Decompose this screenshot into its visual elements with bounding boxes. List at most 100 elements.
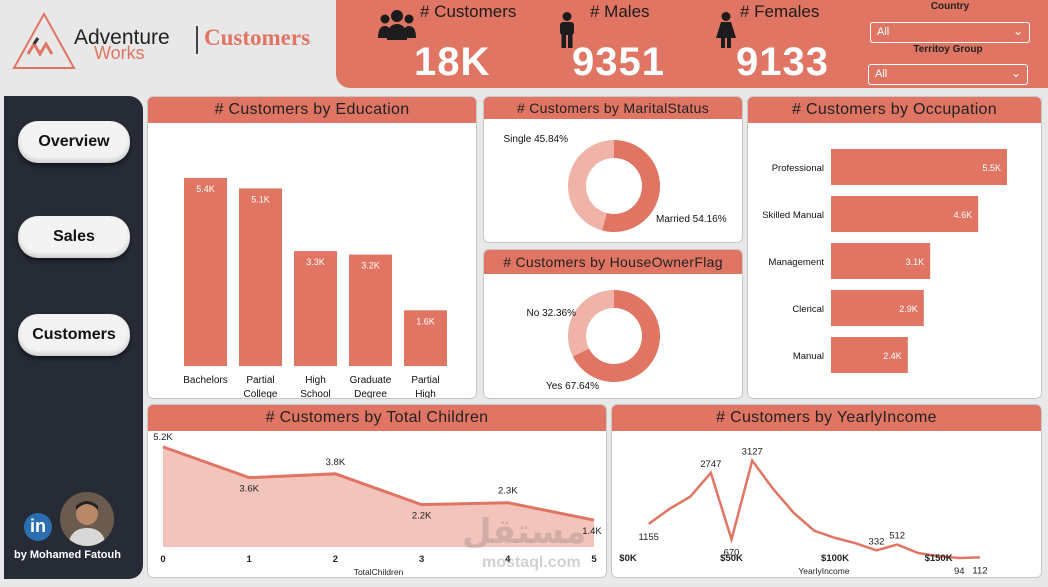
income-series-line <box>647 457 981 560</box>
houseowner-slice-label: No 32.36% <box>527 308 577 319</box>
marital-chart-title: # Customers by MaritalStatus <box>484 97 742 119</box>
kpi-customers-label: # Customers <box>420 2 517 21</box>
education-bar <box>239 188 282 366</box>
people-icon <box>378 10 416 40</box>
income-data-label: 332 <box>869 536 885 547</box>
houseowner-panel: # Customers by HouseOwnerFlag Yes 67.64%… <box>483 249 743 399</box>
occupation-bar-chart: 5.5K Professional 4.6K Skilled Manual 3.1K Ma… <box>762 149 1007 373</box>
marital-slice <box>568 140 614 231</box>
income-data-label: 112 <box>972 565 987 576</box>
linkedin-icon[interactable]: in <box>24 513 52 541</box>
children-area-fill <box>163 446 594 547</box>
occupation-data-label: 2.4K <box>883 351 902 361</box>
author-credit: by Mohamed Fatouh <box>14 549 121 561</box>
education-category-label: Partial <box>411 375 439 386</box>
income-data-label: 3127 <box>742 447 763 458</box>
children-x-tick-label: 3 <box>419 554 424 565</box>
marital-slice-label: Married 54.16% <box>656 214 727 225</box>
education-category-label: High <box>305 375 326 386</box>
male-icon <box>560 12 574 48</box>
chevron-down-icon: ⌄ <box>1012 24 1023 38</box>
brand-line2: Works <box>94 43 145 63</box>
houseowner-slice-label: Yes 67.64% <box>546 381 599 392</box>
children-x-tick-label: 1 <box>247 554 253 565</box>
nav-sales-button[interactable]: Sales <box>18 216 130 258</box>
page-title: Customers <box>204 25 311 50</box>
income-x-tick-label: $50K <box>720 553 743 564</box>
occupation-data-label: 4.6K <box>954 210 973 220</box>
marital-donut-chart: Married 54.16% Single 45.84% <box>504 134 727 232</box>
education-category-label: Bachelors <box>183 375 227 386</box>
marital-slice <box>602 140 660 232</box>
children-data-label: 5.2K <box>153 432 173 443</box>
occupation-data-label: 2.9K <box>899 304 918 314</box>
kpi-bar: # Customers 18K # Males 9351 # Females 9… <box>336 0 1048 88</box>
children-x-tick-label: 5 <box>591 554 597 565</box>
education-bar <box>404 310 447 366</box>
education-data-label: 3.3K <box>306 257 325 267</box>
chevron-down-icon: ⌄ <box>1010 66 1021 80</box>
income-x-tick-label: $150K <box>925 553 953 564</box>
income-data-label: 94 <box>954 566 965 577</box>
children-x-tick-label: 4 <box>505 554 511 565</box>
income-data-label: 512 <box>889 531 905 542</box>
income-data-label: 1155 <box>638 532 658 543</box>
occupation-bar <box>831 337 908 373</box>
education-category-label: High <box>415 389 436 398</box>
education-data-label: 3.2K <box>361 261 380 271</box>
education-bar <box>349 254 392 366</box>
country-dropdown[interactable]: All ⌄ <box>870 22 1030 43</box>
divider <box>196 26 198 54</box>
nav-overview-button[interactable]: Overview <box>18 121 130 163</box>
houseowner-chart-title: # Customers by HouseOwnerFlag <box>484 250 742 274</box>
education-category-label: School <box>300 389 331 398</box>
education-data-label: 1.6K <box>416 316 435 326</box>
occupation-bar <box>831 243 931 279</box>
education-category-label: Graduate <box>350 375 392 386</box>
education-bar-chart: 5.4K Bachelors 5.1K Partial College 3.3K High S… <box>183 178 447 398</box>
kpi-customers-value: 18K <box>414 40 491 84</box>
avatar <box>60 492 114 546</box>
income-panel: # Customers by YearlyIncome 1155 2747 670 3… <box>611 404 1042 578</box>
occupation-bar <box>831 196 979 232</box>
occupation-category-label: Clerical <box>792 304 824 315</box>
houseowner-donut-chart: Yes 67.64% No 32.36% <box>527 290 660 392</box>
occupation-chart-title: # Customers by Occupation <box>748 97 1041 123</box>
linkedin-text: in <box>30 516 46 536</box>
adventure-works-logo-icon <box>12 12 76 69</box>
education-category-label: Partial <box>246 375 274 386</box>
country-filter-label: Country <box>930 1 970 12</box>
income-x-axis-title: YearlyIncome <box>798 566 849 576</box>
kpi-males-value: 9351 <box>572 40 665 84</box>
income-data-label: 670 <box>724 547 740 558</box>
children-data-label: 2.2K <box>412 511 432 522</box>
marital-slice-label: Single 45.84% <box>504 134 569 145</box>
sidebar: Overview Sales Customers in by Mohamed F… <box>4 96 143 579</box>
houseowner-slice <box>572 290 660 382</box>
watermark-arabic: مستقل <box>462 512 587 552</box>
territory-dropdown-value: All <box>875 68 888 80</box>
occupation-data-label: 5.5K <box>982 163 1001 173</box>
nav-customers-button[interactable]: Customers <box>18 314 130 356</box>
income-data-label: 2747 <box>700 459 721 470</box>
occupation-category-label: Manual <box>793 351 824 362</box>
children-chart-title: # Customers by Total Children <box>148 405 606 431</box>
income-line-chart: 1155 2747 670 3127 332 512 94 112 $0K $50K $100K $1… <box>619 447 987 577</box>
brand-line1: Adventure <box>74 26 170 49</box>
children-panel: # Customers by Total Children 5.2K 0 3.6K 1… <box>147 404 607 578</box>
territory-filter-label: Territoy Group <box>913 44 983 55</box>
territory-dropdown[interactable]: All ⌄ <box>868 64 1028 85</box>
education-chart-title: # Customers by Education <box>148 97 476 123</box>
children-data-label: 3.8K <box>326 457 346 468</box>
logo-area: Adventure Works Customers <box>6 6 333 88</box>
children-area-chart: 5.2K 0 3.6K 1 3.8K 2 2.2K 3 2.3K 4 1.4K 5 TotalChild… <box>153 432 602 577</box>
children-data-label: 1.4K <box>582 526 602 537</box>
country-dropdown-value: All <box>877 26 890 38</box>
kpi-males-label: # Males <box>590 2 650 21</box>
education-data-label: 5.4K <box>196 184 215 194</box>
income-chart-title: # Customers by YearlyIncome <box>612 405 1041 431</box>
children-x-tick-label: 2 <box>333 554 338 565</box>
children-data-label: 3.6K <box>239 484 259 495</box>
occupation-panel: # Customers by Occupation 5.5K Profession… <box>747 96 1042 399</box>
houseowner-slice <box>568 290 614 357</box>
